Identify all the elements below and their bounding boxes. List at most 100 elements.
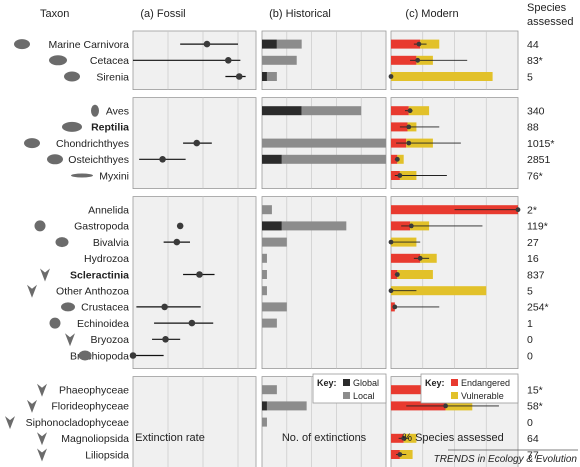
modern-point-hydrozoa — [417, 255, 423, 261]
taxon-label-crustacea: Crustacea — [81, 302, 129, 314]
historical-bar-local-marine-carnivora — [276, 39, 302, 49]
taxon-label-bivalvia: Bivalvia — [93, 237, 129, 249]
taxon-label-osteichthyes: Osteichthyes — [68, 154, 129, 166]
historical-bar-local-echinoidea — [262, 318, 277, 328]
taxon-label-phaeophyceae: Phaeophyceae — [59, 385, 129, 397]
lily-icon — [37, 448, 47, 462]
panel-a-title: (a) Fossil — [140, 8, 185, 20]
legend-endangered-swatch — [451, 379, 458, 386]
legend-historical-key: Key: — [317, 378, 337, 388]
legend-modern: Key: Endangered Vulnerable — [420, 373, 519, 404]
historical-bar-global-osteichthyes — [262, 154, 282, 164]
fish-icon — [47, 154, 63, 165]
modern-point-bivalvia — [388, 239, 394, 245]
historical-bar-local-aves — [301, 106, 362, 116]
legend-historical: Key: Global Local — [312, 373, 387, 404]
modern-bar-vulnerable-marine-carnivora — [420, 39, 440, 49]
modern-bar-vulnerable-aves — [408, 106, 430, 116]
species-assessed-annelida: 2* — [527, 205, 537, 217]
historical-bar-local-florideophyceae — [266, 401, 307, 411]
redalga-icon — [27, 399, 37, 413]
fossil-point-bivalvia — [173, 238, 181, 246]
legend-local-swatch — [343, 392, 350, 399]
species-assessed-chondrichthyes: 1015* — [527, 138, 554, 150]
modern-xlabel: % Species assessed — [402, 432, 504, 444]
brachiopod-icon — [78, 350, 92, 361]
species-assessed-osteichthyes: 2851 — [527, 154, 551, 166]
species-assessed-scleractinia: 837 — [527, 269, 545, 281]
taxon-label-liliopsida: Liliopsida — [85, 449, 129, 461]
modern-bar-vulnerable-liliopsida — [399, 450, 413, 459]
taxon-label-reptilia: Reptilia — [91, 122, 129, 134]
seal-icon — [14, 39, 30, 50]
modern-bar-endangered-liliopsida — [391, 450, 400, 459]
taxon-silhouettes — [5, 39, 99, 462]
modern-bar-endangered-reptilia — [391, 122, 408, 132]
modern-bar-vulnerable-osteichthyes — [397, 154, 404, 164]
historical-bar-local-phaeophyceae — [262, 385, 277, 395]
taxon-header: Taxon — [40, 8, 69, 20]
taxon-label-scleractinia: Scleractinia — [70, 269, 129, 281]
panel-c-title: (c) Modern — [405, 8, 458, 20]
legend-endangered-label: Endangered — [461, 378, 510, 388]
legend-global-swatch — [343, 379, 350, 386]
species-assessed-echinoidea: 1 — [527, 318, 533, 330]
modern-bar-endangered-aves — [391, 106, 409, 116]
modern-point-florideophyceae — [443, 403, 449, 409]
legend-global-label: Global — [353, 378, 379, 388]
modern-point-annelida — [515, 207, 521, 213]
whale-icon — [49, 55, 67, 66]
historical-bar-local-gastropoda — [281, 221, 347, 231]
species-assessed-hydrozoa: 16 — [527, 253, 539, 265]
shark-icon — [24, 138, 40, 149]
snail-icon — [34, 220, 46, 232]
species-assessed-marine-carnivora: 44 — [527, 39, 539, 51]
modern-bar-endangered-marine-carnivora — [391, 39, 421, 49]
species-assessed-brachiopoda: 0 — [527, 350, 533, 362]
historical-bar-local-hydrozoa — [262, 253, 267, 263]
panel-b-title: (b) Historical — [269, 8, 331, 20]
fossil-point-gastropoda — [176, 222, 184, 230]
modern-point-liliopsida — [397, 452, 403, 457]
historical-bar-local-crustacea — [262, 302, 287, 312]
modern-point-chondrichthyes — [406, 140, 412, 146]
legend-historical-box — [312, 373, 387, 404]
historical-bar-local-osteichthyes — [281, 154, 386, 164]
taxon-label-marine-carnivora: Marine Carnivora — [48, 39, 129, 51]
historical-bar-local-other-anthozoa — [262, 286, 267, 296]
historical-bar-local-chondrichthyes — [262, 138, 386, 148]
modern-point-scleractinia — [394, 272, 400, 277]
modern-point-osteichthyes — [394, 156, 400, 162]
fossil-point-echinoidea — [188, 319, 196, 327]
species-assessed-liliopsida: 77 — [527, 449, 539, 461]
legend-local-label: Local — [353, 391, 375, 401]
modern-point-magnoliopsida — [401, 435, 407, 441]
species-assessed-gastropoda: 119* — [527, 221, 548, 233]
modern-point-sirenia — [388, 74, 394, 79]
historical-bar-local-scleractinia — [262, 270, 267, 279]
taxon-label-siphonocladophyceae: Siphonocladophyceae — [26, 417, 129, 429]
legend-modern-box — [420, 373, 519, 404]
anemone-icon — [27, 284, 37, 298]
legend-vulnerable-swatch — [451, 392, 458, 399]
species-assessed-magnoliopsida: 64 — [527, 433, 539, 445]
eel-icon — [71, 173, 93, 178]
taxon-label-bryozoa: Bryozoa — [90, 334, 129, 346]
coral-icon — [40, 268, 50, 282]
greenalga-icon — [5, 416, 15, 430]
legend-vulnerable-label: Vulnerable — [461, 391, 504, 401]
modern-bar-vulnerable-other-anthozoa — [391, 286, 487, 296]
fossil-point-bryozoa — [162, 336, 169, 343]
species-assessed-florideophyceae: 58* — [527, 401, 543, 413]
modern-bar-vulnerable-magnoliopsida — [403, 433, 417, 443]
panel-box-1-group-3 — [132, 196, 257, 370]
fossil-point-osteichthyes — [159, 156, 166, 163]
modern-bar-endangered-cetacea — [391, 55, 417, 65]
species-assessed-myxini: 76* — [527, 170, 543, 182]
manatee-icon — [64, 71, 80, 82]
modern-bar-endangered-scleractinia — [391, 270, 398, 279]
fossil-point-sirenia — [235, 73, 243, 80]
taxon-labels: Marine Carnivora 44 Cetacea 83* Sirenia 5 Aves… — [26, 39, 555, 461]
modern-bar-endangered-gastropoda — [391, 221, 411, 231]
